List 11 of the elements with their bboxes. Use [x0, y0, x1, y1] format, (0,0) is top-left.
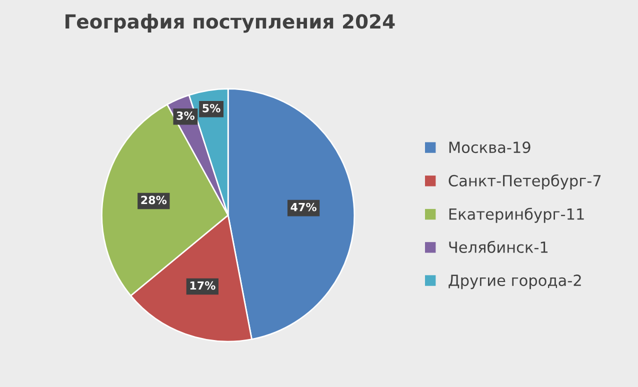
data-label: 17%: [190, 281, 216, 290]
data-label: 3%: [176, 111, 195, 120]
legend-label: Челябинск-1: [449, 240, 548, 253]
data-label: 28%: [141, 196, 167, 204]
legend-label: Екатеринбург-11: [449, 208, 584, 223]
legend-label: Другие города-2: [448, 274, 581, 290]
data-label: 47%: [290, 202, 316, 212]
data-label: 5%: [202, 104, 220, 112]
chart-title: География поступления 2024: [66, 14, 395, 33]
legend-label: Санкт-Петербург-7: [448, 174, 601, 190]
legend-label: Москва-19: [449, 142, 530, 154]
